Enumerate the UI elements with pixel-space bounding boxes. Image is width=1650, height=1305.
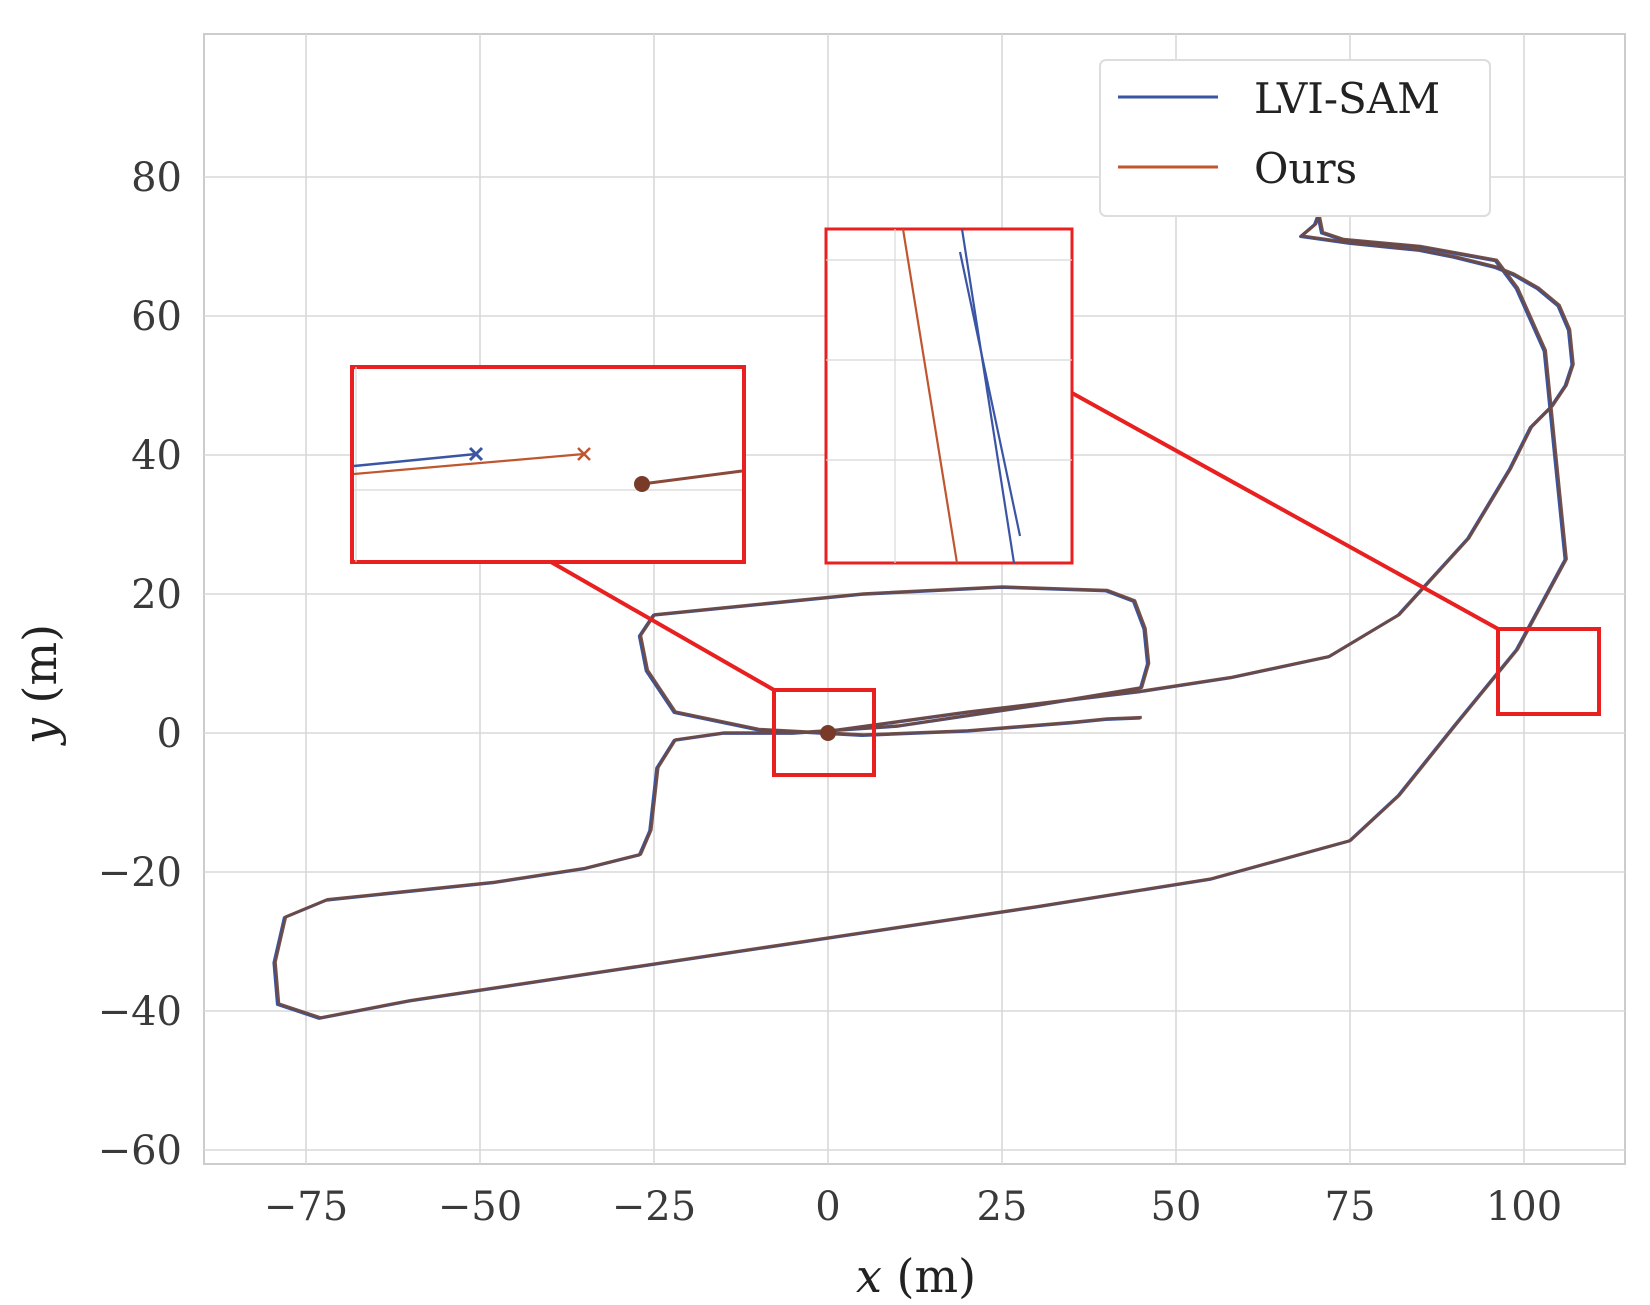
- inset-origin-frame: [350, 365, 746, 564]
- inset-right-lvi-sam-line: [960, 228, 1016, 564]
- legend-label-ours: Ours: [1254, 144, 1357, 193]
- legend-box: [1099, 59, 1491, 217]
- x-tick-label: 25: [977, 1184, 1028, 1230]
- inset-origin-zoom: [350, 365, 746, 564]
- series-line-ours: [273, 213, 1575, 1020]
- inset-right-lvi-sam-line-2: [958, 251, 1022, 537]
- x-axis-variable: x: [856, 1249, 882, 1303]
- inset-right-ours-line: [901, 228, 959, 564]
- y-axis-variable: y: [13, 717, 67, 746]
- inset-start-point-marker: [634, 476, 650, 492]
- inset-origin-ours-line: [353, 452, 585, 476]
- y-tick-label: 80: [131, 155, 182, 201]
- inset-origin-lvi-sam-line: [353, 452, 477, 468]
- y-tick-label: 20: [131, 572, 182, 618]
- y-axis-unit: (m): [13, 624, 67, 718]
- inset-origin-start-line: [641, 469, 743, 486]
- inset-end-marker-ours: [577, 447, 591, 461]
- zoom-region-box-origin: [772, 688, 876, 777]
- inset-connector-left: [550, 560, 775, 692]
- x-tick-label: 75: [1325, 1184, 1376, 1230]
- zoom-region-box-right: [1496, 627, 1601, 716]
- legend-label-lvi-sam: LVI-SAM: [1254, 74, 1440, 123]
- plot-frame: [203, 33, 1626, 1165]
- y-tick-label: −20: [98, 850, 182, 896]
- y-axis-label: y (m): [13, 624, 67, 746]
- x-tick-label: −25: [612, 1184, 696, 1230]
- y-tick-label: −60: [98, 1128, 182, 1174]
- y-tick-label: 40: [131, 433, 182, 479]
- legend: LVI-SAM Ours: [1099, 59, 1491, 217]
- x-axis-label: x (m): [856, 1249, 976, 1303]
- x-tick-label: −75: [264, 1184, 348, 1230]
- x-tick-label: −50: [438, 1184, 522, 1230]
- inset-right-zoom: [824, 227, 1074, 565]
- x-axis-unit: (m): [882, 1249, 976, 1303]
- y-tick-label: −40: [98, 989, 182, 1035]
- x-tick-label: 100: [1486, 1184, 1562, 1230]
- x-tick-label: 0: [815, 1184, 840, 1230]
- inset-connector-right: [1071, 391, 1501, 632]
- start-point-marker: [820, 725, 836, 741]
- y-tick-label: 0: [157, 711, 182, 757]
- inset-end-marker-lvi-sam: [468, 446, 484, 462]
- y-tick-label: 60: [131, 294, 182, 340]
- x-tick-label: 50: [1151, 1184, 1202, 1230]
